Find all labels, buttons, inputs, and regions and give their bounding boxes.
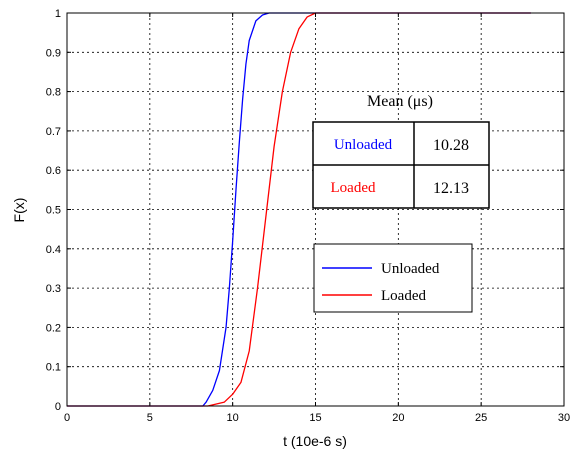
mean-table-label-loaded: Loaded <box>331 180 376 196</box>
y-tick-label: 0.9 <box>46 47 61 59</box>
y-axis-label: F(x) <box>11 198 27 223</box>
grid-lines <box>67 13 564 406</box>
mean-table: Mean (μs) Unloaded 10.28 Loaded 12.13 <box>312 93 490 209</box>
y-tick-label: 0.6 <box>46 165 61 177</box>
y-tick-label: 0.4 <box>46 244 61 256</box>
y-tick-label: 0.8 <box>46 87 61 99</box>
mean-table-label-unloaded: Unloaded <box>334 137 393 153</box>
legend-label-loaded: Loaded <box>381 288 426 304</box>
series-line-unloaded <box>67 12 531 407</box>
y-tick-label: 0.7 <box>46 126 61 138</box>
series-lines <box>67 12 531 407</box>
x-tick-label: 25 <box>475 412 487 424</box>
y-tick-label: 0.1 <box>46 362 61 374</box>
x-axis-label: t (10e-6 s) <box>283 433 347 449</box>
y-tick-label: 0.2 <box>46 322 61 334</box>
x-tick-label: 0 <box>64 412 70 424</box>
y-tick-label: 0.5 <box>46 205 61 217</box>
mean-table-value-unloaded: 10.28 <box>433 137 469 154</box>
legend-box <box>313 243 473 313</box>
x-tick-label: 5 <box>147 412 153 424</box>
y-tick-label: 1 <box>55 8 61 20</box>
mean-table-value-loaded: 12.13 <box>433 180 469 197</box>
legend-label-unloaded: Unloaded <box>381 261 440 277</box>
mean-table-title: Mean (μs) <box>367 93 433 110</box>
x-tick-label: 30 <box>558 412 570 424</box>
x-tick-label: 15 <box>309 412 321 424</box>
x-tick-label: 20 <box>392 412 404 424</box>
y-tick-label: 0.3 <box>46 283 61 295</box>
axis-ticks: 0 5 10 15 20 25 30 0 0.1 0.2 0.3 0.4 0.5 0.6 0.7 0.8 0.9… <box>46 8 570 424</box>
series-line-loaded <box>67 12 531 407</box>
y-tick-label: 0 <box>55 401 61 413</box>
legend: Unloaded Loaded <box>313 243 473 313</box>
x-tick-label: 10 <box>227 412 239 424</box>
